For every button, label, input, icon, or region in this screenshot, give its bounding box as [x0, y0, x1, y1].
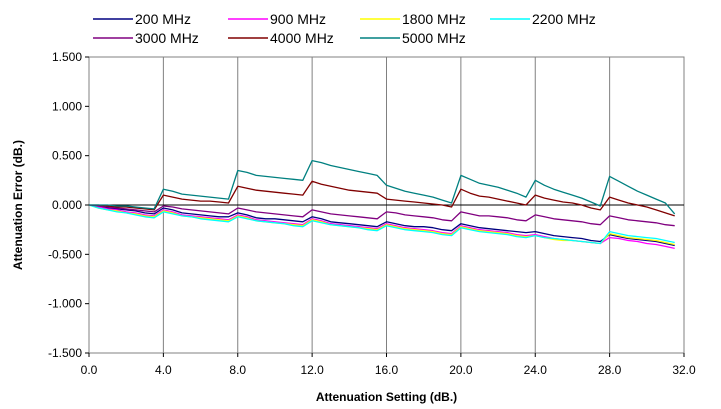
y-tick-label: -0.500	[48, 247, 82, 261]
y-tick-label: 1.500	[52, 50, 82, 64]
y-axis-title: Attenuation Error (dB.)	[11, 140, 25, 270]
legend-label-3000-mhz: 3000 MHz	[135, 30, 199, 46]
y-tick-label: 0.500	[52, 149, 82, 163]
series-line-3000-mhz	[88, 204, 675, 227]
legend-label-4000-mhz: 4000 MHz	[270, 30, 334, 46]
y-tick-label: -1.500	[48, 346, 82, 360]
x-tick-label: 28.0	[598, 363, 622, 377]
y-tick-label: -1.000	[48, 297, 82, 311]
series-line-200-mhz	[88, 204, 675, 247]
x-tick-label: 4.0	[155, 363, 172, 377]
legend: 200 MHz 900 MHz 1800 MHz 2200 MHz 3000 MHz 40…	[93, 11, 596, 46]
legend-label-5000-mhz: 5000 MHz	[402, 30, 466, 46]
x-tick-label: 12.0	[300, 363, 324, 377]
x-tick-label: 24.0	[524, 363, 548, 377]
x-tick-label: 16.0	[375, 363, 399, 377]
plot-area	[88, 56, 685, 354]
x-tick-label: 32.0	[672, 363, 696, 377]
y-axis-ticks: 1.500 1.000 0.500 0.000 -0.500 -1.000 -1.500	[48, 50, 89, 360]
x-tick-label: 8.0	[229, 363, 246, 377]
x-tick-label: 20.0	[449, 363, 473, 377]
y-tick-label: 0.000	[52, 198, 82, 212]
series-line-2200-mhz	[88, 204, 675, 245]
x-tick-label: 0.0	[81, 363, 98, 377]
legend-label-900-mhz: 900 MHz	[270, 11, 326, 27]
series-lines	[88, 159, 676, 250]
x-axis-title: Attenuation Setting (dB.)	[316, 390, 457, 404]
series-line-5000-mhz	[89, 159, 676, 215]
x-axis-ticks: 0.0 4.0 8.0 12.0 16.0 20.0 24.0 28.0 32.0	[81, 353, 696, 377]
y-tick-label: 1.000	[52, 99, 82, 113]
series-line-4000-mhz	[89, 180, 675, 217]
legend-label-200-mhz: 200 MHz	[135, 11, 191, 27]
legend-label-2200-mhz: 2200 MHz	[532, 11, 596, 27]
legend-label-1800-mhz: 1800 MHz	[402, 11, 466, 27]
